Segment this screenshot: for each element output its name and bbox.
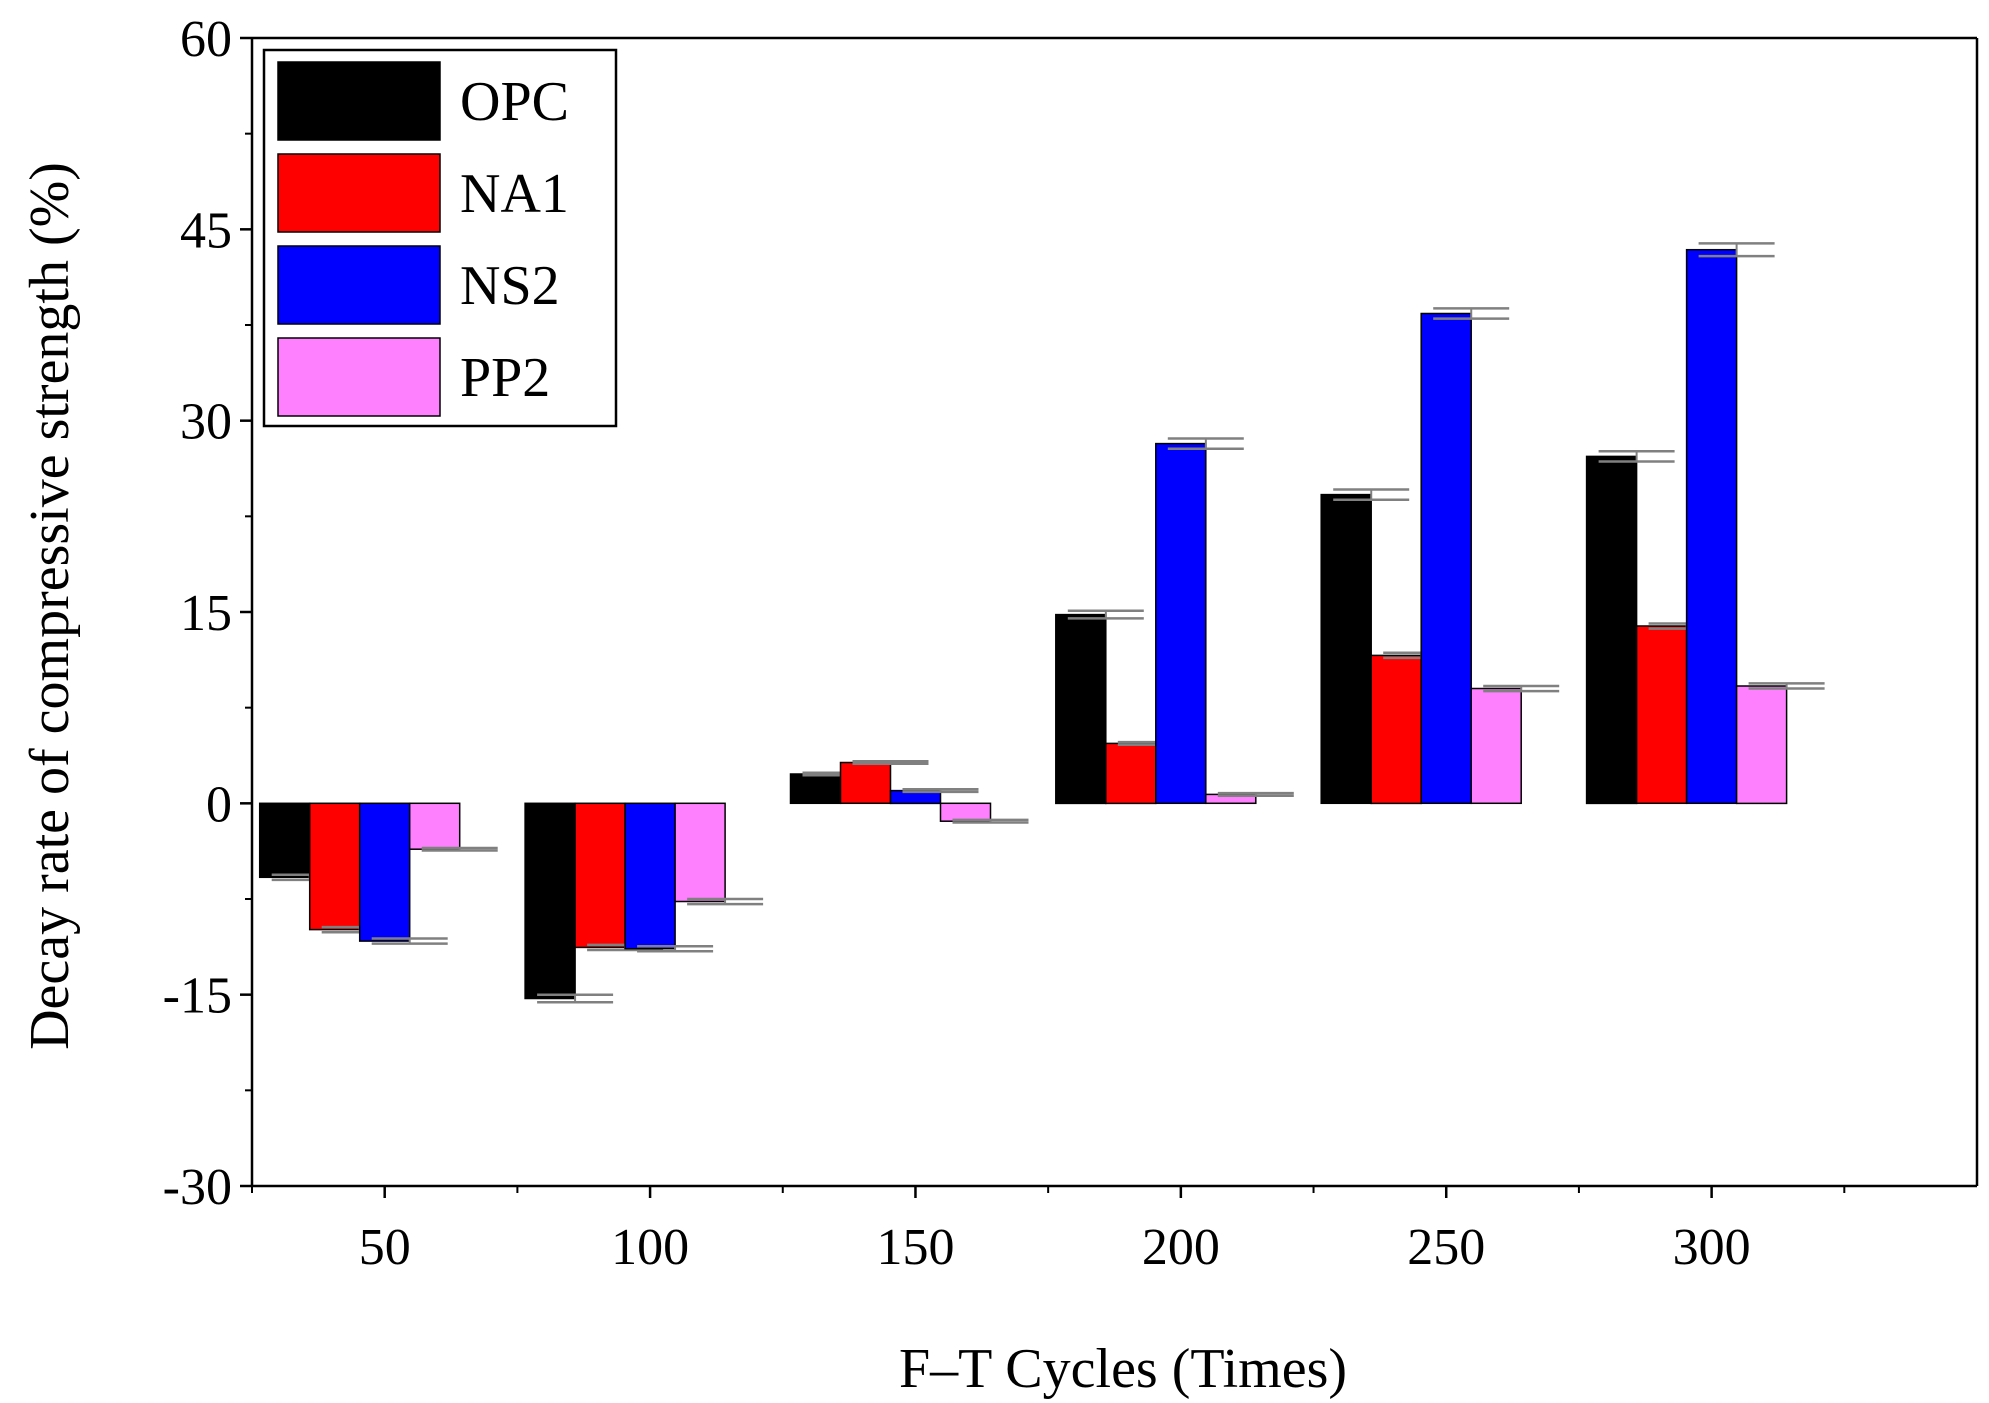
bar-opc-300 [1585, 455, 1638, 805]
bar-opc-250 [1320, 493, 1372, 805]
bar-na1-100 [574, 802, 626, 949]
x-tick-label: 200 [1142, 1219, 1220, 1276]
bar-ns2-250 [1420, 312, 1472, 805]
bar-pp2-300 [1735, 685, 1788, 805]
legend-label-pp2: PP2 [460, 347, 550, 409]
legend-label-opc: OPC [460, 71, 569, 133]
x-axis-title: F–T Cycles (Times) [899, 1338, 1347, 1400]
x-tick-label: 50 [359, 1219, 411, 1276]
bar-opc-50 [258, 802, 311, 879]
bar-na1-50 [308, 802, 361, 931]
bar-opc-150 [789, 773, 842, 805]
bar-na1-250 [1370, 654, 1422, 805]
bar-na1-200 [1105, 742, 1157, 805]
y-tick-label: 45 [180, 202, 232, 259]
y-axis-title: Decay rate of compressive strength (%) [19, 162, 81, 1050]
x-tick-label: 100 [611, 1219, 689, 1276]
y-tick-label: -15 [163, 968, 232, 1025]
bar-na1-300 [1635, 625, 1688, 805]
axes-layer: -30 -15 0 15 30 45 60 50 100 150 200 250 300 [163, 11, 1979, 1276]
bar-na1-150 [839, 761, 892, 805]
y-tick-label: 30 [180, 394, 232, 451]
legend: OPC NA1 NS2 PP2 [262, 48, 618, 428]
bar-ns2-200 [1155, 442, 1207, 805]
bar-pp2-150 [939, 802, 992, 822]
x-tick-label: 300 [1673, 1219, 1751, 1276]
y-tick-label: 0 [206, 776, 232, 833]
legend-swatch-pp2 [277, 337, 441, 417]
legend-swatch-ns2 [277, 245, 441, 325]
x-tick-label: 150 [876, 1219, 954, 1276]
bar-ns2-150 [889, 789, 942, 805]
legend-label-ns2: NS2 [460, 255, 560, 317]
x-tick-label: 250 [1407, 1219, 1485, 1276]
bar-pp2-100 [674, 802, 726, 903]
legend-label-na1: NA1 [460, 163, 569, 225]
bar-pp2-200 [1205, 793, 1257, 805]
bars-layer [258, 242, 1825, 1004]
legend-swatch-opc [277, 61, 441, 141]
y-tick-label: -30 [163, 1159, 232, 1216]
bar-opc-200 [1055, 613, 1107, 805]
y-tick-label: 15 [180, 585, 232, 642]
y-tick-label: 60 [180, 11, 232, 68]
bar-pp2-50 [408, 802, 461, 850]
bar-ns2-50 [358, 802, 411, 942]
bar-pp2-250 [1470, 687, 1522, 805]
bar-ns2-300 [1685, 248, 1738, 805]
bar-ns2-100 [624, 802, 676, 950]
legend-swatch-na1 [277, 153, 441, 233]
bar-opc-100 [524, 802, 576, 1000]
